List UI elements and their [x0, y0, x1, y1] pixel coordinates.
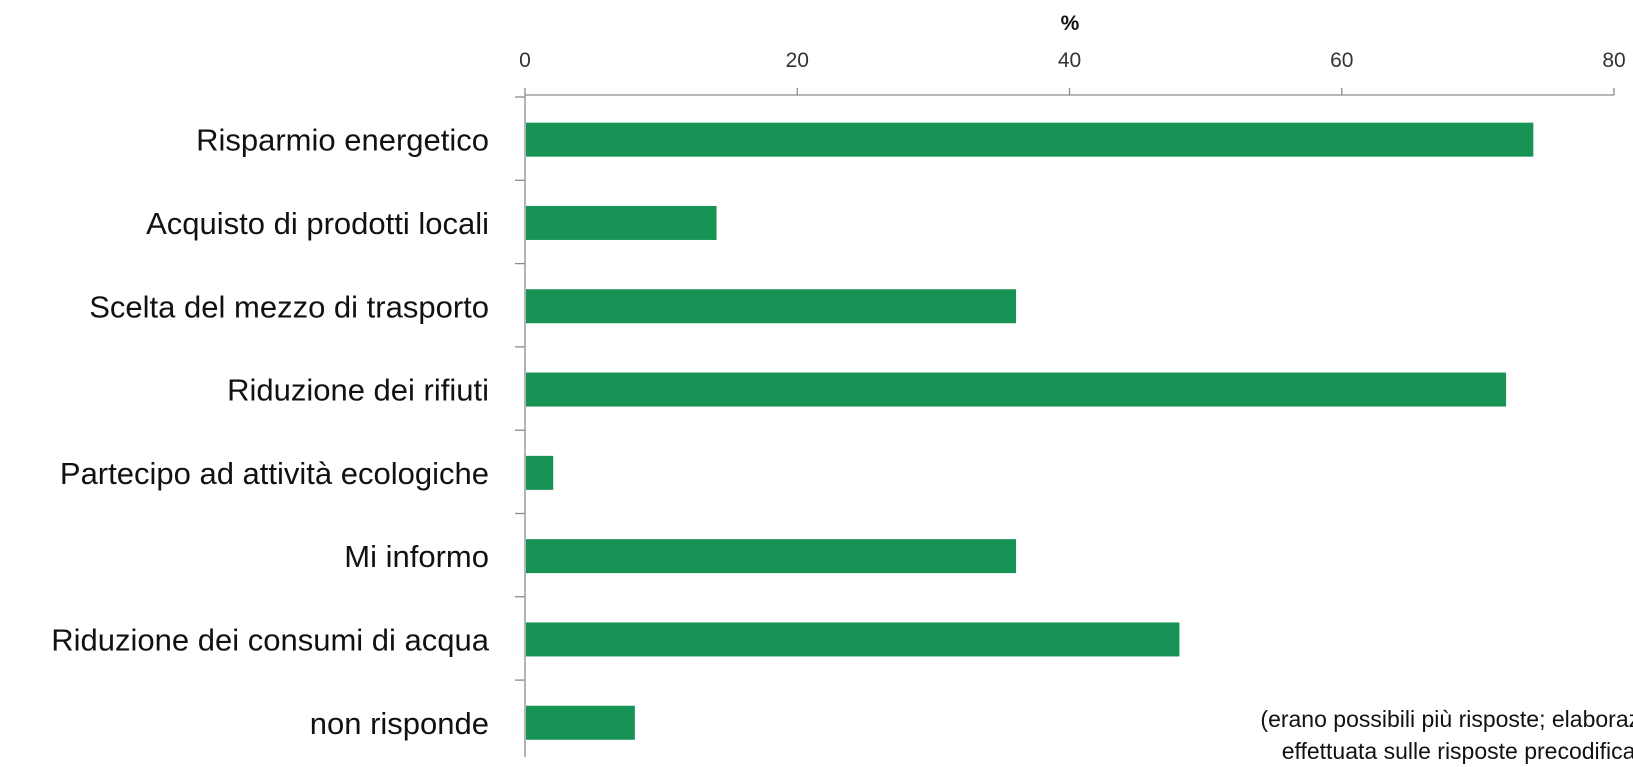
- x-tick-label-20: 20: [786, 49, 809, 72]
- bars-group: [526, 122, 1534, 740]
- category-label-3: Riduzione dei rifiuti: [227, 373, 489, 408]
- bar-0: [526, 122, 1534, 157]
- category-label-1: Acquisto di prodotti locali: [146, 206, 489, 241]
- x-axis: 0 20 40 60 80: [515, 49, 1626, 757]
- category-label-0: Risparmio energetico: [196, 123, 489, 158]
- bar-7: [526, 705, 635, 740]
- category-label-7: non risponde: [310, 706, 489, 741]
- category-label-4: Partecipo ad attività ecologiche: [60, 456, 489, 491]
- category-label-2: Scelta del mezzo di trasporto: [89, 289, 489, 324]
- x-tick-label-60: 60: [1330, 49, 1353, 72]
- bar-6: [526, 622, 1180, 657]
- bar-3: [526, 372, 1507, 407]
- category-label-5: Mi informo: [344, 539, 489, 574]
- x-tick-label-40: 40: [1058, 49, 1081, 72]
- annotation-line-2: effettuata sulle risposte precodificate): [1281, 738, 1633, 764]
- bar-5: [526, 539, 1017, 574]
- category-label-6: Riduzione dei consumi di acqua: [51, 622, 489, 657]
- annotation-note: (erano possibili più risposte; elaborazi…: [1172, 703, 1633, 767]
- x-tick-label-80: 80: [1602, 49, 1625, 72]
- bar-2: [526, 289, 1017, 324]
- annotation-line-1: (erano possibili più risposte; elaborazi…: [1260, 706, 1633, 732]
- category-labels: Risparmio energetico Acquisto di prodotti…: [51, 123, 489, 741]
- bar-4: [526, 455, 554, 490]
- x-tick-label-0: 0: [519, 49, 531, 72]
- bar-1: [526, 205, 717, 240]
- x-axis-title: %: [1061, 12, 1080, 35]
